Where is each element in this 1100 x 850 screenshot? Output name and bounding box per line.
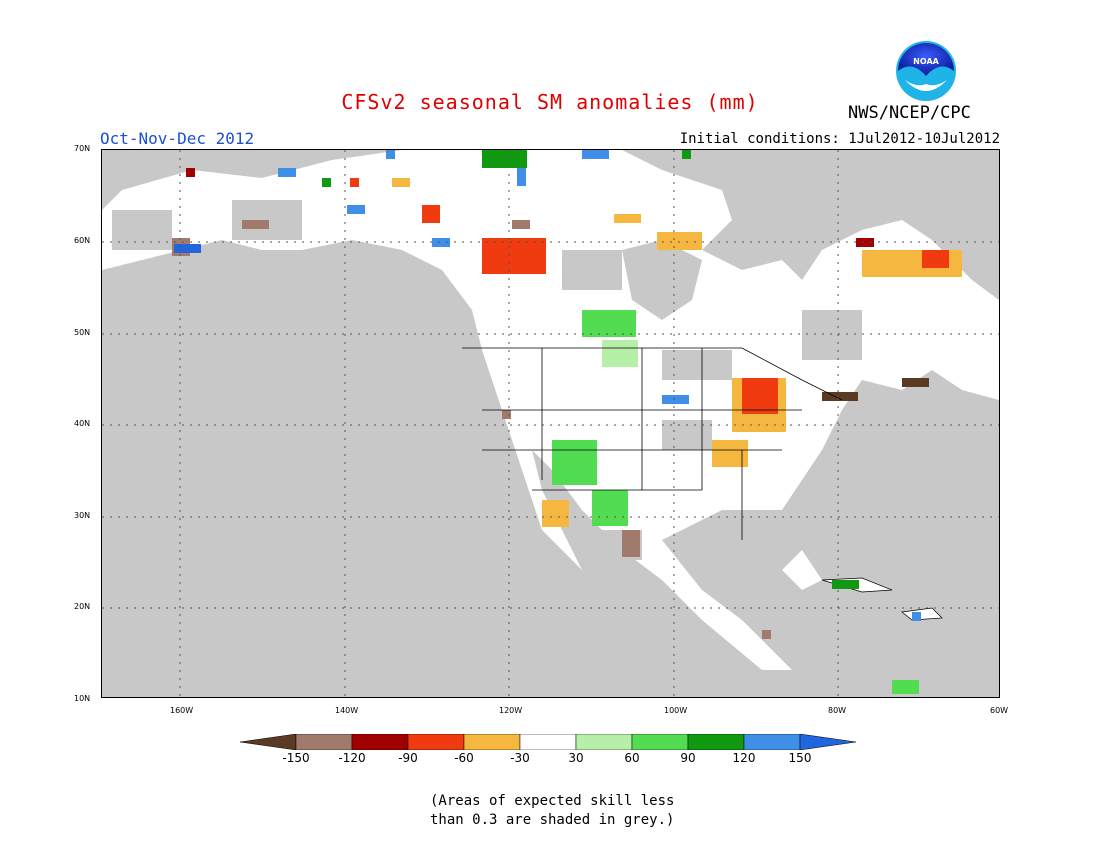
anomaly-cell: [902, 378, 929, 387]
legend-swatch: [743, 734, 801, 750]
anomaly-cell: [622, 530, 640, 557]
anomaly-cell: [822, 392, 858, 401]
anomaly-cell: [582, 150, 609, 159]
anomaly-cell: [542, 500, 569, 527]
legend-threshold-label: 120: [732, 751, 756, 765]
graticule: [102, 150, 999, 697]
legend-threshold-label: -120: [338, 751, 366, 765]
anomaly-cell: [386, 150, 395, 159]
lat-label: 60N: [74, 236, 91, 245]
anomaly-cell: [892, 680, 919, 694]
anomaly-cell: [662, 395, 689, 404]
anomaly-cell: [242, 220, 269, 229]
legend-threshold-label: -60: [454, 751, 474, 765]
color-legend: [240, 734, 857, 750]
anomaly-cell: [682, 150, 691, 159]
anomaly-cell: [922, 250, 949, 268]
anomaly-cell: [174, 244, 201, 253]
lat-label: 50N: [74, 328, 91, 337]
lon-label: 140W: [335, 706, 359, 715]
lat-label: 30N: [74, 511, 91, 520]
noaa-logo-text: NOAA: [913, 57, 939, 66]
legend-threshold-label: 60: [624, 751, 640, 765]
anomaly-cell: [392, 178, 410, 187]
anomaly-cell: [512, 220, 530, 229]
skill-note-line: (Areas of expected skill less: [430, 793, 675, 809]
legend-swatch: [519, 734, 577, 750]
anomaly-cell: [186, 168, 195, 177]
gulf-of-mexico: [662, 510, 802, 590]
anomaly-cell: [552, 440, 597, 485]
anomaly-map: [101, 149, 1000, 698]
anomaly-cell: [712, 440, 748, 467]
map-svg: [102, 150, 999, 697]
lat-label: 20N: [74, 602, 91, 611]
legend-threshold-label: -150: [282, 751, 310, 765]
anomaly-cell: [742, 378, 778, 414]
lon-label: 120W: [499, 706, 523, 715]
anomaly-cell: [350, 178, 359, 187]
anomaly-cell: [657, 232, 702, 250]
greenland-land: [732, 150, 862, 240]
anomaly-cell: [322, 178, 331, 187]
lon-label: 100W: [664, 706, 688, 715]
lat-label: 40N: [74, 419, 91, 428]
anomaly-cell: [582, 310, 636, 337]
skill-note-line: than 0.3 are shaded in grey.): [430, 812, 675, 828]
legend-arrow-high: [799, 734, 857, 750]
forecast-period: Oct-Nov-Dec 2012: [100, 129, 255, 148]
political-borders: [462, 347, 843, 540]
legend-swatch: [351, 734, 409, 750]
lat-label: 10N: [74, 694, 91, 703]
anomaly-cell: [278, 168, 296, 177]
noaa-logo-icon: NOAA: [896, 41, 956, 101]
lon-label: 80W: [828, 706, 847, 715]
skill-note: (Areas of expected skill less than 0.3 a…: [430, 792, 674, 830]
anomaly-cell: [602, 340, 638, 367]
anomaly-cell: [592, 490, 628, 526]
anomaly-cell: [912, 612, 921, 621]
agency-label: NWS/NCEP/CPC: [848, 103, 971, 123]
anomaly-cell: [482, 238, 546, 274]
legend-threshold-label: 150: [788, 751, 812, 765]
lat-label: 70N: [74, 144, 91, 153]
anomaly-cell: [502, 410, 511, 419]
anomaly-cell: [614, 214, 641, 223]
legend-swatch: [631, 734, 689, 750]
legend-arrow-low: [240, 734, 297, 750]
legend-swatch: [575, 734, 633, 750]
anomaly-cell: [432, 238, 450, 247]
hudson-bay: [622, 240, 702, 320]
legend-swatch: [295, 734, 353, 750]
anomaly-cell: [856, 238, 874, 247]
map-title: CFSv2 seasonal SM anomalies (mm): [341, 90, 759, 114]
lon-label: 160W: [170, 706, 194, 715]
legend-swatch: [463, 734, 521, 750]
initial-conditions: Initial conditions: 1Jul2012-10Jul2012: [679, 131, 1000, 147]
legend-threshold-label: 90: [680, 751, 696, 765]
anomaly-cell: [422, 205, 440, 223]
anomaly-cell: [832, 580, 859, 589]
anomaly-cell: [482, 150, 527, 168]
legend-threshold-label: -30: [510, 751, 530, 765]
legend-swatch: [407, 734, 465, 750]
legend-swatch: [687, 734, 745, 750]
anomaly-cell: [517, 168, 526, 186]
lon-label: 60W: [990, 706, 1009, 715]
legend-threshold-label: -90: [398, 751, 418, 765]
anomaly-cell: [762, 630, 771, 639]
anomaly-cell: [347, 205, 365, 214]
legend-threshold-label: 30: [568, 751, 584, 765]
